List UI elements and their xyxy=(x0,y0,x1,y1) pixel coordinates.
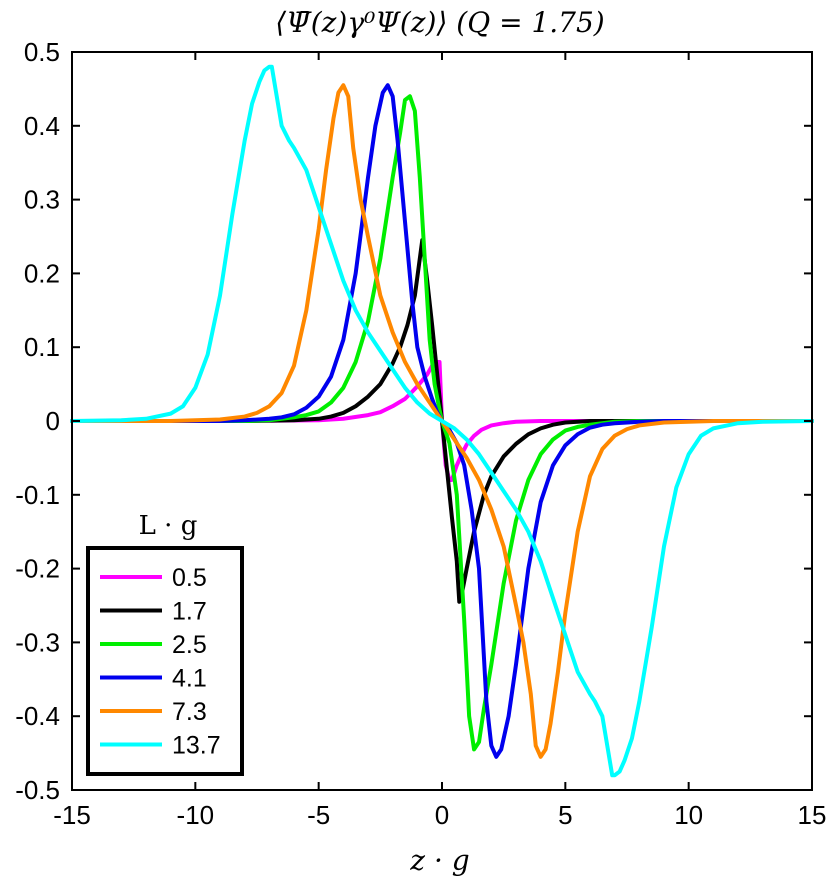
y-tick-label: -0.3 xyxy=(15,627,60,657)
legend-label: 4.1 xyxy=(172,665,207,693)
y-tick-label: 0.1 xyxy=(24,332,60,362)
x-tick-label: -10 xyxy=(177,800,215,830)
legend-box xyxy=(86,546,244,776)
axes: -15 -10 -5 0 5 10 15 -0.5 -0.4 -0.3 -0.2 -0.1 0 0.1 0.… xyxy=(15,37,826,830)
legend-label: 1.7 xyxy=(172,598,207,626)
y-tick-label: 0.2 xyxy=(24,258,60,288)
series-line-2-5 xyxy=(70,94,814,752)
legend-label: 2.5 xyxy=(172,631,207,659)
plot-area xyxy=(70,64,814,778)
y-tick-label: -0.4 xyxy=(15,701,60,731)
x-tick-label: 10 xyxy=(674,800,703,830)
y-tick-label: -0.5 xyxy=(15,775,60,805)
x-tick-label: 15 xyxy=(798,800,827,830)
x-tick-label: 0 xyxy=(435,800,449,830)
y-tick-label: -0.1 xyxy=(15,480,60,510)
x-tick-label: 5 xyxy=(558,800,572,830)
x-tick-label: -15 xyxy=(53,800,91,830)
legend-label: 0.5 xyxy=(172,564,207,592)
y-tick-label: 0.3 xyxy=(24,185,60,215)
x-axis-label: z · g xyxy=(409,844,469,877)
legend-label: 7.3 xyxy=(172,698,207,726)
chart-title: ⟨Ψ̄(z)γ⁰Ψ(z)⟩ (Q = 1.75) xyxy=(275,6,604,39)
series-line-13-7 xyxy=(70,64,814,778)
x-tick-label: -5 xyxy=(307,800,330,830)
y-tick-label: 0.5 xyxy=(24,37,60,67)
y-tick-label: -0.2 xyxy=(15,554,60,584)
legend: 0.5 1.7 2.5 4.1 7.3 13.7 xyxy=(86,546,244,776)
y-tick-label: 0 xyxy=(46,406,60,436)
y-tick-label: 0.4 xyxy=(24,111,60,141)
legend-label: 13.7 xyxy=(172,732,221,760)
legend-title: L · g xyxy=(139,511,198,541)
